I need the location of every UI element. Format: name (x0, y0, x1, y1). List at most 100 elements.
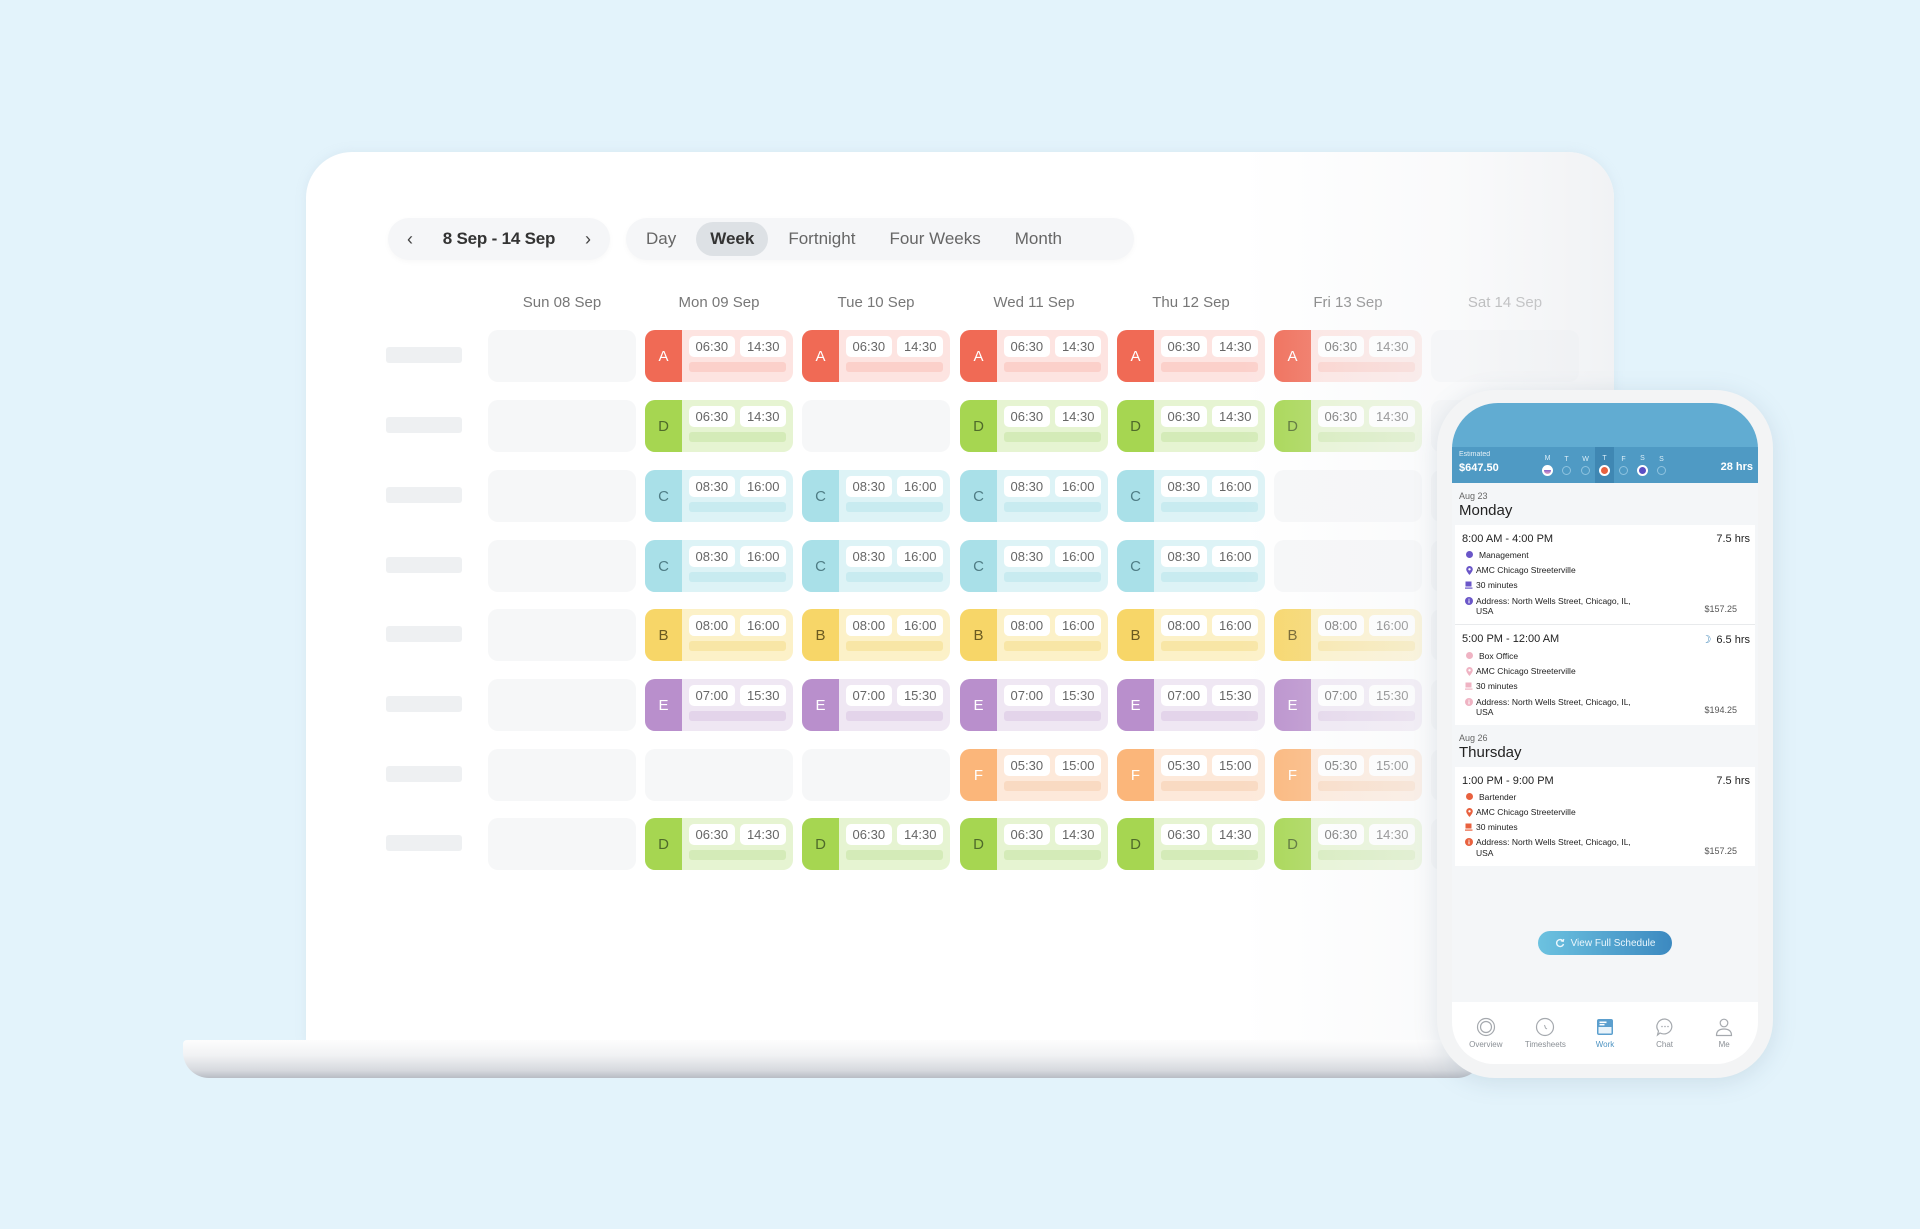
shift-card[interactable]: A 06:30 14:30 (960, 330, 1108, 382)
nav-overview[interactable]: Overview (1458, 1017, 1514, 1049)
empty-cell[interactable] (645, 749, 793, 801)
shift-card[interactable]: D 06:30 14:30 (1274, 818, 1422, 870)
tab-month[interactable]: Month (1014, 229, 1063, 248)
shift-card[interactable]: E 07:00 15:30 (1274, 679, 1422, 731)
shift-card[interactable]: A 06:30 14:30 (1117, 330, 1265, 382)
nav-timesheets[interactable]: Timesheets (1517, 1017, 1573, 1049)
shift-body: 08:30 16:00 (1154, 540, 1265, 592)
shift-role: Management (1479, 550, 1529, 560)
empty-cell[interactable] (488, 400, 636, 452)
empty-cell[interactable] (488, 818, 636, 870)
shift-bar (1161, 781, 1258, 791)
day-date: Aug 23 (1459, 491, 1488, 501)
shift-card[interactable]: C 08:30 16:00 (1117, 470, 1265, 522)
nav-me[interactable]: Me (1696, 1017, 1752, 1049)
break-cup-icon (1462, 580, 1476, 590)
shift-card[interactable]: D 06:30 14:30 (1117, 400, 1265, 452)
empty-cell[interactable] (1431, 330, 1579, 382)
nav-chat[interactable]: Chat (1637, 1017, 1693, 1049)
shift-card[interactable]: D 06:30 14:30 (802, 818, 950, 870)
shift-body: 06:30 14:30 (839, 818, 950, 870)
tab-week[interactable]: Week (696, 222, 769, 256)
week-day[interactable]: F (1614, 447, 1633, 483)
view-full-schedule-button[interactable]: View Full Schedule (1538, 931, 1672, 955)
week-day[interactable]: S (1652, 447, 1671, 483)
shift-card[interactable]: B 08:00 16:00 (1117, 609, 1265, 661)
shift-card[interactable]: D 06:30 14:30 (1117, 818, 1265, 870)
shift-code-tag: D (1274, 818, 1311, 870)
shift-card[interactable]: C 08:30 16:00 (960, 470, 1108, 522)
shift-start: 07:00 (1004, 685, 1050, 706)
shift-hours: 7.5 hrs (1716, 533, 1750, 545)
empty-cell[interactable] (802, 400, 950, 452)
shift-card[interactable]: F 05:30 15:00 (1117, 749, 1265, 801)
shift-card[interactable]: B 08:00 16:00 (960, 609, 1108, 661)
shift-times: 06:30 14:30 (1318, 336, 1415, 357)
shift-card[interactable]: C 08:30 16:00 (802, 540, 950, 592)
shift-card[interactable]: A 06:30 14:30 (1274, 330, 1422, 382)
nav-timesheets-label: Timesheets (1524, 1040, 1566, 1049)
shift-end: 15:00 (1369, 755, 1415, 776)
nav-chat-label: Chat (1656, 1040, 1674, 1049)
shift-card[interactable]: D 06:30 14:30 (645, 400, 793, 452)
nav-work[interactable]: Work (1577, 1017, 1633, 1049)
shift-card[interactable]: E 07:00 15:30 (645, 679, 793, 731)
shift-card[interactable]: B 08:00 16:00 (802, 609, 950, 661)
shift-body: 06:30 14:30 (839, 330, 950, 382)
shift-card[interactable]: F 05:30 15:00 (1274, 749, 1422, 801)
empty-cell[interactable] (1274, 470, 1422, 522)
shift-card[interactable]: A 06:30 14:30 (645, 330, 793, 382)
shift-card[interactable]: E 07:00 15:30 (960, 679, 1108, 731)
tab-four-weeks[interactable]: Four Weeks (889, 229, 981, 248)
shift-times: 05:30 15:00 (1318, 755, 1415, 776)
shift-item[interactable]: 1:00 PM - 9:00 PM 7.5 hrs Bartender AMC Chi… (1455, 767, 1755, 866)
shift-card[interactable]: C 08:30 16:00 (645, 470, 793, 522)
shift-card[interactable]: C 08:30 16:00 (802, 470, 950, 522)
shift-card[interactable]: E 07:00 15:30 (802, 679, 950, 731)
shift-item[interactable]: 5:00 PM - 12:00 AM ☽ 6.5 hrs Box Office AMC … (1455, 623, 1755, 725)
shift-bar (846, 850, 943, 860)
shift-end: 14:30 (897, 824, 943, 845)
shift-card[interactable]: B 08:00 16:00 (1274, 609, 1422, 661)
shift-start: 06:30 (1318, 406, 1364, 427)
shift-item[interactable]: 8:00 AM - 4:00 PM 7.5 hrs Management AMC Ch… (1455, 525, 1755, 624)
shift-card[interactable]: C 08:30 16:00 (645, 540, 793, 592)
tab-fortnight[interactable]: Fortnight (788, 229, 856, 248)
week-day[interactable]: T (1557, 447, 1576, 483)
empty-cell[interactable] (488, 749, 636, 801)
week-day[interactable]: W (1576, 447, 1595, 483)
shift-bar (1318, 781, 1415, 791)
week-day[interactable]: S (1633, 447, 1652, 483)
shift-card[interactable]: F 05:30 15:00 (960, 749, 1108, 801)
day-header: Fri 13 Sep (1313, 294, 1383, 311)
empty-cell[interactable] (488, 470, 636, 522)
shift-card[interactable]: C 08:30 16:00 (960, 540, 1108, 592)
shift-start: 06:30 (1318, 336, 1364, 357)
shift-card[interactable]: D 06:30 14:30 (960, 400, 1108, 452)
empty-cell[interactable] (488, 609, 636, 661)
shift-card[interactable]: D 06:30 14:30 (1274, 400, 1422, 452)
empty-cell[interactable] (488, 679, 636, 731)
empty-cell[interactable] (488, 540, 636, 592)
estimated-earnings: Estimated $647.50 (1459, 451, 1499, 476)
empty-cell[interactable] (802, 749, 950, 801)
chevron-right-icon[interactable]: › (584, 228, 591, 249)
week-day[interactable]: M (1538, 447, 1557, 483)
shift-body: 05:30 15:00 (1154, 749, 1265, 801)
empty-cell[interactable] (488, 330, 636, 382)
tab-day[interactable]: Day (646, 229, 677, 248)
shift-card[interactable]: B 08:00 16:00 (645, 609, 793, 661)
shift-body: 08:00 16:00 (682, 609, 793, 661)
week-day[interactable]: T (1595, 447, 1614, 483)
day-weekday: Monday (1459, 502, 1513, 519)
shift-times: 08:30 16:00 (846, 476, 943, 497)
shift-card[interactable]: A 06:30 14:30 (802, 330, 950, 382)
shift-card[interactable]: D 06:30 14:30 (960, 818, 1108, 870)
shift-card[interactable]: D 06:30 14:30 (645, 818, 793, 870)
day-header: Sat 14 Sep (1467, 294, 1543, 311)
shift-card[interactable]: E 07:00 15:30 (1117, 679, 1265, 731)
shift-card[interactable]: C 08:30 16:00 (1117, 540, 1265, 592)
chevron-left-icon[interactable]: ‹ (407, 228, 413, 249)
empty-cell[interactable] (1274, 540, 1422, 592)
